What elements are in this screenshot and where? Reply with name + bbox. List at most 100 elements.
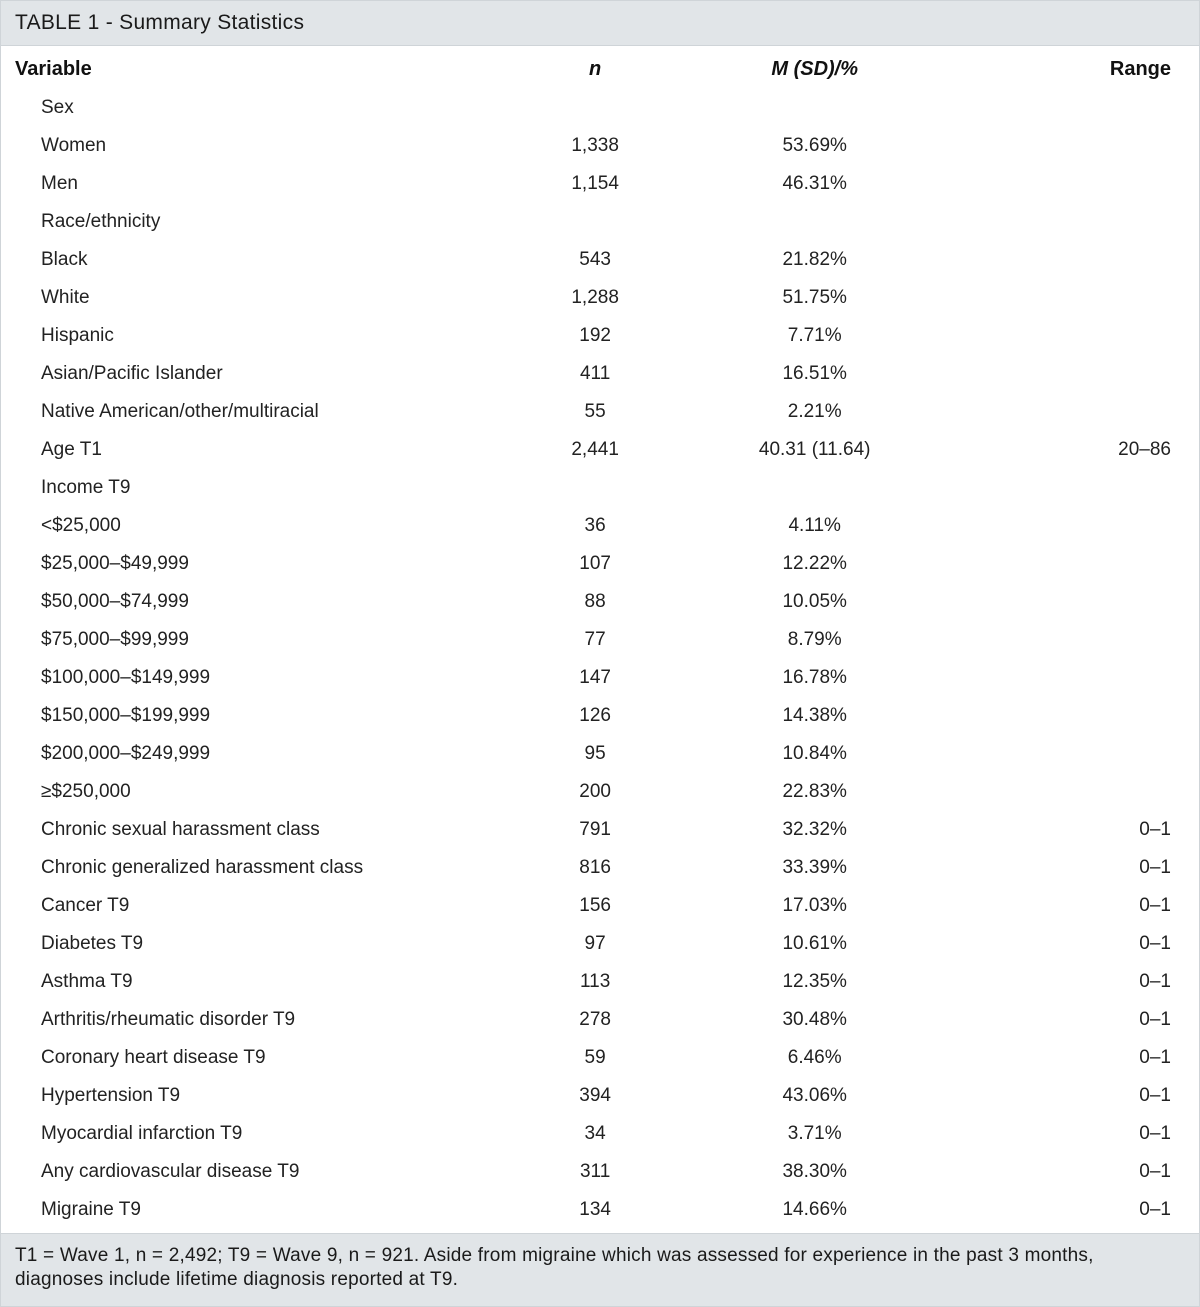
cell-m: 17.03%	[680, 887, 949, 925]
cell-variable: Sex	[1, 89, 510, 127]
table-row: Asian/Pacific Islander41116.51%	[1, 355, 1199, 393]
cell-n: 113	[510, 963, 680, 1001]
table-row: Age T12,44140.31 (11.64)20–86	[1, 431, 1199, 469]
cell-variable: Diabetes T9	[1, 925, 510, 963]
cell-range: 0–1	[949, 1191, 1199, 1229]
table-header-row: Variable n M (SD)/% Range	[1, 50, 1199, 89]
cell-range	[949, 127, 1199, 165]
cell-variable: Race/ethnicity	[1, 203, 510, 241]
cell-variable: Myocardial infarction T9	[1, 1115, 510, 1153]
cell-variable: <$25,000	[1, 507, 510, 545]
table-row: Income T9	[1, 469, 1199, 507]
table-row: Black54321.82%	[1, 241, 1199, 279]
table-footnote: T1 = Wave 1, n = 2,492; T9 = Wave 9, n =…	[1, 1233, 1199, 1306]
cell-range: 0–1	[949, 887, 1199, 925]
col-header-variable: Variable	[1, 50, 510, 89]
table-row: Race/ethnicity	[1, 203, 1199, 241]
cell-n: 1,338	[510, 127, 680, 165]
cell-variable: Black	[1, 241, 510, 279]
cell-n	[510, 203, 680, 241]
cell-m: 2.21%	[680, 393, 949, 431]
cell-variable: $100,000–$149,999	[1, 659, 510, 697]
cell-n	[510, 89, 680, 127]
cell-variable: Native American/other/multiracial	[1, 393, 510, 431]
cell-range	[949, 507, 1199, 545]
cell-n	[510, 469, 680, 507]
cell-n: 77	[510, 621, 680, 659]
cell-variable: $200,000–$249,999	[1, 735, 510, 773]
cell-m: 14.66%	[680, 1191, 949, 1229]
cell-variable: ≥$250,000	[1, 773, 510, 811]
table-row: $100,000–$149,99914716.78%	[1, 659, 1199, 697]
cell-range	[949, 621, 1199, 659]
cell-m: 38.30%	[680, 1153, 949, 1191]
table-row: $25,000–$49,99910712.22%	[1, 545, 1199, 583]
cell-n: 36	[510, 507, 680, 545]
cell-m: 14.38%	[680, 697, 949, 735]
cell-range	[949, 393, 1199, 431]
cell-variable: Hypertension T9	[1, 1077, 510, 1115]
cell-n: 126	[510, 697, 680, 735]
cell-n: 107	[510, 545, 680, 583]
stats-table: Variable n M (SD)/% Range SexWomen1,3385…	[1, 50, 1199, 1229]
cell-n: 59	[510, 1039, 680, 1077]
cell-variable: Men	[1, 165, 510, 203]
table-row: Women1,33853.69%	[1, 127, 1199, 165]
cell-range: 0–1	[949, 1039, 1199, 1077]
table-row: <$25,000364.11%	[1, 507, 1199, 545]
cell-m: 21.82%	[680, 241, 949, 279]
cell-variable: Coronary heart disease T9	[1, 1039, 510, 1077]
cell-n: 791	[510, 811, 680, 849]
cell-range: 0–1	[949, 849, 1199, 887]
cell-n: 156	[510, 887, 680, 925]
cell-range: 0–1	[949, 1115, 1199, 1153]
cell-m: 8.79%	[680, 621, 949, 659]
cell-n: 88	[510, 583, 680, 621]
table-row: Any cardiovascular disease T931138.30%0–…	[1, 1153, 1199, 1191]
cell-range	[949, 697, 1199, 735]
col-header-range: Range	[949, 50, 1199, 89]
cell-variable: Migraine T9	[1, 1191, 510, 1229]
table-row: Sex	[1, 89, 1199, 127]
cell-m: 7.71%	[680, 317, 949, 355]
cell-n: 134	[510, 1191, 680, 1229]
col-header-m: M (SD)/%	[680, 50, 949, 89]
cell-m	[680, 203, 949, 241]
cell-m: 51.75%	[680, 279, 949, 317]
table-row: Diabetes T99710.61%0–1	[1, 925, 1199, 963]
cell-variable: Hispanic	[1, 317, 510, 355]
cell-variable: Women	[1, 127, 510, 165]
cell-range: 0–1	[949, 1001, 1199, 1039]
table-rows: SexWomen1,33853.69%Men1,15446.31%Race/et…	[1, 89, 1199, 1229]
table-row: $200,000–$249,9999510.84%	[1, 735, 1199, 773]
table-row: Migraine T913414.66%0–1	[1, 1191, 1199, 1229]
cell-range	[949, 279, 1199, 317]
cell-variable: $25,000–$49,999	[1, 545, 510, 583]
cell-n: 55	[510, 393, 680, 431]
summary-statistics-table: TABLE 1 - Summary Statistics Variable n …	[0, 0, 1200, 1307]
cell-m: 16.51%	[680, 355, 949, 393]
table-row: Men1,15446.31%	[1, 165, 1199, 203]
col-header-n: n	[510, 50, 680, 89]
cell-m: 46.31%	[680, 165, 949, 203]
cell-variable: White	[1, 279, 510, 317]
cell-m: 40.31 (11.64)	[680, 431, 949, 469]
cell-variable: $150,000–$199,999	[1, 697, 510, 735]
cell-n: 95	[510, 735, 680, 773]
cell-n: 34	[510, 1115, 680, 1153]
cell-range	[949, 317, 1199, 355]
table-row: Chronic generalized harassment class8163…	[1, 849, 1199, 887]
cell-m: 10.84%	[680, 735, 949, 773]
cell-range: 0–1	[949, 1077, 1199, 1115]
cell-m: 10.05%	[680, 583, 949, 621]
cell-m: 30.48%	[680, 1001, 949, 1039]
cell-m: 53.69%	[680, 127, 949, 165]
cell-range	[949, 165, 1199, 203]
cell-m: 12.22%	[680, 545, 949, 583]
cell-range: 0–1	[949, 1153, 1199, 1191]
cell-n: 816	[510, 849, 680, 887]
cell-n: 200	[510, 773, 680, 811]
cell-variable: $50,000–$74,999	[1, 583, 510, 621]
cell-n: 1,288	[510, 279, 680, 317]
cell-m	[680, 469, 949, 507]
